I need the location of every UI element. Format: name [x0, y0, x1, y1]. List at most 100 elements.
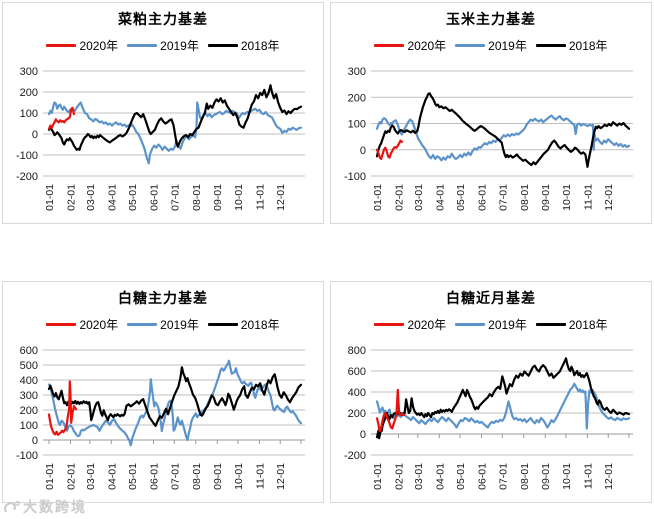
chart-panel-rapeseed-meal-main-basis: 300 200 100 0 -100 -200 01-01 02-01 03-01 04-01 05…	[2, 2, 324, 224]
y-axis-tick-label: 200	[20, 87, 38, 99]
x-axis-tick-label: 02-01	[65, 184, 77, 211]
x-axis-tick-label: 11-01	[582, 184, 594, 210]
chart-plot: 600 500 400 300 200 100 0 -100 01-01 02-01 03-01 04…	[16, 345, 305, 490]
legend-item: 2020年	[46, 37, 118, 54]
y-axis-tick-label: -100	[344, 171, 366, 183]
legend-line-swatch	[374, 44, 405, 47]
y-axis-tick-label: 600	[20, 345, 38, 357]
legend-label: 2020年	[407, 318, 447, 332]
series-line-2018年	[375, 357, 631, 440]
series-line-2019年	[375, 114, 631, 162]
x-axis-tick-label: 07-01	[497, 463, 509, 490]
x-axis-tick-label: 08-01	[191, 184, 203, 211]
legend-line-swatch	[455, 323, 486, 326]
y-axis-tick-label: 100	[20, 420, 38, 432]
x-axis-tick-label: 01-01	[44, 463, 56, 490]
series-line-2019年	[375, 382, 631, 430]
chart-title: 白糖近月基差	[446, 290, 536, 306]
x-axis-tick-label: 09-01	[212, 463, 224, 490]
x-axis-tick-label: 06-01	[149, 184, 161, 211]
series-line-2020年	[47, 380, 78, 436]
y-axis-tick-label: 0	[360, 429, 366, 441]
x-axis-tick-label: 11-01	[254, 184, 266, 210]
legend-line-swatch	[46, 323, 77, 326]
chart-plot: 300 200 100 0 -100 -200 01-01 02-01 03-01 04-01 05…	[16, 66, 305, 211]
y-axis-tick-label: 300	[20, 390, 38, 402]
legend-item: 2019年	[127, 37, 199, 54]
y-axis-tick-label: 100	[348, 119, 366, 131]
legend-label: 2018年	[240, 39, 280, 53]
x-axis-tick-label: 02-01	[65, 463, 77, 490]
x-axis-tick-label: 10-01	[561, 184, 573, 211]
x-axis-tick-label: 04-01	[434, 463, 446, 490]
y-axis-tick-label: 100	[20, 108, 38, 120]
legend-label: 2019年	[160, 39, 199, 53]
x-axis-tick-label: 03-01	[413, 463, 425, 490]
series-line-2018年	[47, 84, 303, 151]
y-axis-tick-label: 300	[20, 66, 38, 78]
legend-item: 2019年	[127, 316, 199, 333]
chart-legend: 2020年 2019年 2018年	[3, 37, 323, 54]
x-axis-tick-label: 07-01	[169, 463, 181, 490]
chart-legend: 2020年 2019年 2018年	[331, 37, 651, 54]
x-axis-tick-label: 05-01	[127, 463, 139, 490]
legend-line-swatch	[535, 323, 566, 326]
x-axis-tick-label: 12-01	[603, 463, 615, 490]
y-axis-tick-label: 200	[348, 408, 366, 420]
legend-item: 2019年	[455, 316, 527, 333]
series-line-2020年	[375, 139, 404, 160]
legend-line-swatch	[127, 323, 158, 326]
x-axis-tick-label: 12-01	[275, 463, 287, 490]
x-axis-tick-label: 12-01	[275, 184, 287, 211]
x-axis-tick-label: 09-01	[212, 184, 224, 211]
y-axis-tick-label: 500	[20, 360, 38, 372]
legend-item: 2018年	[207, 316, 280, 333]
legend-label: 2019年	[488, 318, 527, 332]
x-axis-tick-label: 01-01	[372, 184, 384, 211]
series-line-2018年	[47, 366, 303, 427]
x-axis-tick-label: 06-01	[149, 463, 161, 490]
legend-line-swatch	[535, 44, 566, 47]
y-axis-tick-label: 800	[348, 345, 366, 357]
legend-item: 2018年	[207, 37, 280, 54]
swirl-logo-icon	[4, 500, 20, 512]
chart-panel-sugar-near-month-basis: 800 600 400 200 0 -200 01-01 02-01 03-01 04-01 05-…	[330, 281, 652, 503]
x-axis-tick-label: 06-01	[477, 184, 489, 211]
x-axis-tick-label: 11-01	[254, 463, 266, 489]
chart-title: 菜粕主力基差	[118, 11, 208, 27]
legend-label: 2018年	[568, 318, 608, 332]
x-axis-tick-label: 02-01	[393, 184, 405, 211]
legend-line-swatch	[207, 323, 238, 326]
x-axis-tick-label: 09-01	[540, 463, 552, 490]
legend-item: 2020年	[374, 316, 446, 333]
x-axis-tick-label: 11-01	[582, 463, 594, 489]
x-axis-tick-label: 10-01	[561, 463, 573, 490]
x-axis-tick-label: 10-01	[233, 184, 245, 211]
legend-label: 2018年	[240, 318, 280, 332]
series-line-2020年	[375, 388, 406, 433]
y-axis-tick-label: -100	[16, 450, 38, 462]
chart-panel-sugar-main-basis: 600 500 400 300 200 100 0 -100 01-01 02-01 03-01 04…	[2, 281, 324, 503]
legend-line-swatch	[207, 44, 238, 47]
y-axis-tick-label: -200	[16, 171, 38, 183]
x-axis-tick-label: 07-01	[497, 184, 509, 211]
legend-item: 2020年	[46, 316, 118, 333]
x-axis-tick-label: 10-01	[233, 463, 245, 490]
legend-label: 2020年	[407, 39, 447, 53]
series-line-2020年	[47, 106, 76, 130]
watermark: 大数跨境	[3, 497, 87, 517]
x-axis-tick-label: 03-01	[413, 184, 425, 211]
y-axis-tick-label: -200	[344, 450, 366, 462]
legend-label: 2018年	[568, 39, 608, 53]
legend-label: 2020年	[79, 318, 119, 332]
series-line-2018年	[375, 92, 631, 168]
x-axis-tick-label: 04-01	[106, 184, 118, 211]
legend-label: 2020年	[79, 39, 119, 53]
y-axis-tick-label: 300	[348, 66, 366, 78]
x-axis-tick-label: 08-01	[191, 463, 203, 490]
x-axis-tick-label: 08-01	[519, 463, 531, 490]
chart-plot: 800 600 400 200 0 -200 01-01 02-01 03-01 04-01 05-…	[344, 345, 633, 490]
x-axis-tick-label: 08-01	[519, 184, 531, 211]
legend-line-swatch	[46, 44, 77, 47]
